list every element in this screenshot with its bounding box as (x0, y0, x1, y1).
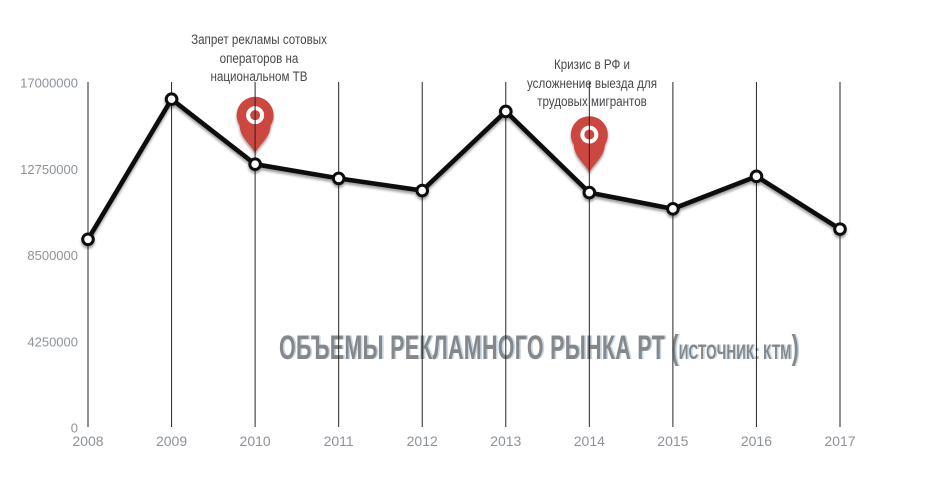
y-axis-label-17000000: 17000000 (20, 76, 78, 91)
y-axis-label-8500000: 8500000 (27, 248, 78, 263)
data-point-2010 (248, 157, 262, 171)
data-point-2013 (498, 104, 513, 119)
x-axis-label-2012: 2012 (407, 433, 438, 449)
y-axis-label-4250000: 4250000 (27, 334, 78, 349)
chart-title-inner: ОБЪЕМЫ РЕКЛАМНОГО РЫНКА РТ (ИСТОЧНИК: КТ… (279, 329, 799, 368)
x-axis-label-2009: 2009 (156, 433, 187, 449)
x-axis-label-2011: 2011 (324, 433, 354, 449)
x-axis-label-2016: 2016 (741, 433, 772, 449)
chart-title-text: ОБЪЕМЫ РЕКЛАМНОГО РЫНКА РТ ( (278, 329, 679, 367)
chart-title: ОБЪЕМЫ РЕКЛАМНОГО РЫНКА РТ (ИСТОЧНИК: КТ… (126, 329, 926, 368)
y-axis-label-12750000: 12750000 (20, 162, 78, 177)
chart-title-close-paren: ) (791, 329, 800, 367)
data-point-2008 (81, 232, 95, 247)
data-point-2009 (164, 92, 179, 107)
x-axis-label-2008: 2008 (72, 433, 103, 449)
x-axis-label-2015: 2015 (657, 433, 688, 449)
data-point-2012 (415, 183, 430, 198)
x-axis-label-2017: 2017 (824, 433, 855, 449)
x-axis-label-2013: 2013 (490, 433, 521, 449)
data-point-2011 (331, 171, 346, 186)
annotation-2010-label: Запрет рекламы сотовых операторов на нац… (191, 32, 327, 84)
data-point-2017 (833, 222, 847, 236)
data-point-2014 (582, 185, 597, 200)
data-line (85, 96, 843, 242)
x-axis-label-2010: 2010 (240, 433, 271, 449)
data-point-2016 (749, 169, 764, 184)
data-point-2015 (666, 202, 680, 216)
y-axis-label-0: 0 (71, 421, 78, 436)
x-axis-label-2014: 2014 (574, 433, 605, 449)
chart-title-source: ИСТОЧНИК: КТМ (678, 341, 792, 364)
annotation-2014-label: Кризис в РФ и усложнение выезда для труд… (526, 57, 658, 109)
